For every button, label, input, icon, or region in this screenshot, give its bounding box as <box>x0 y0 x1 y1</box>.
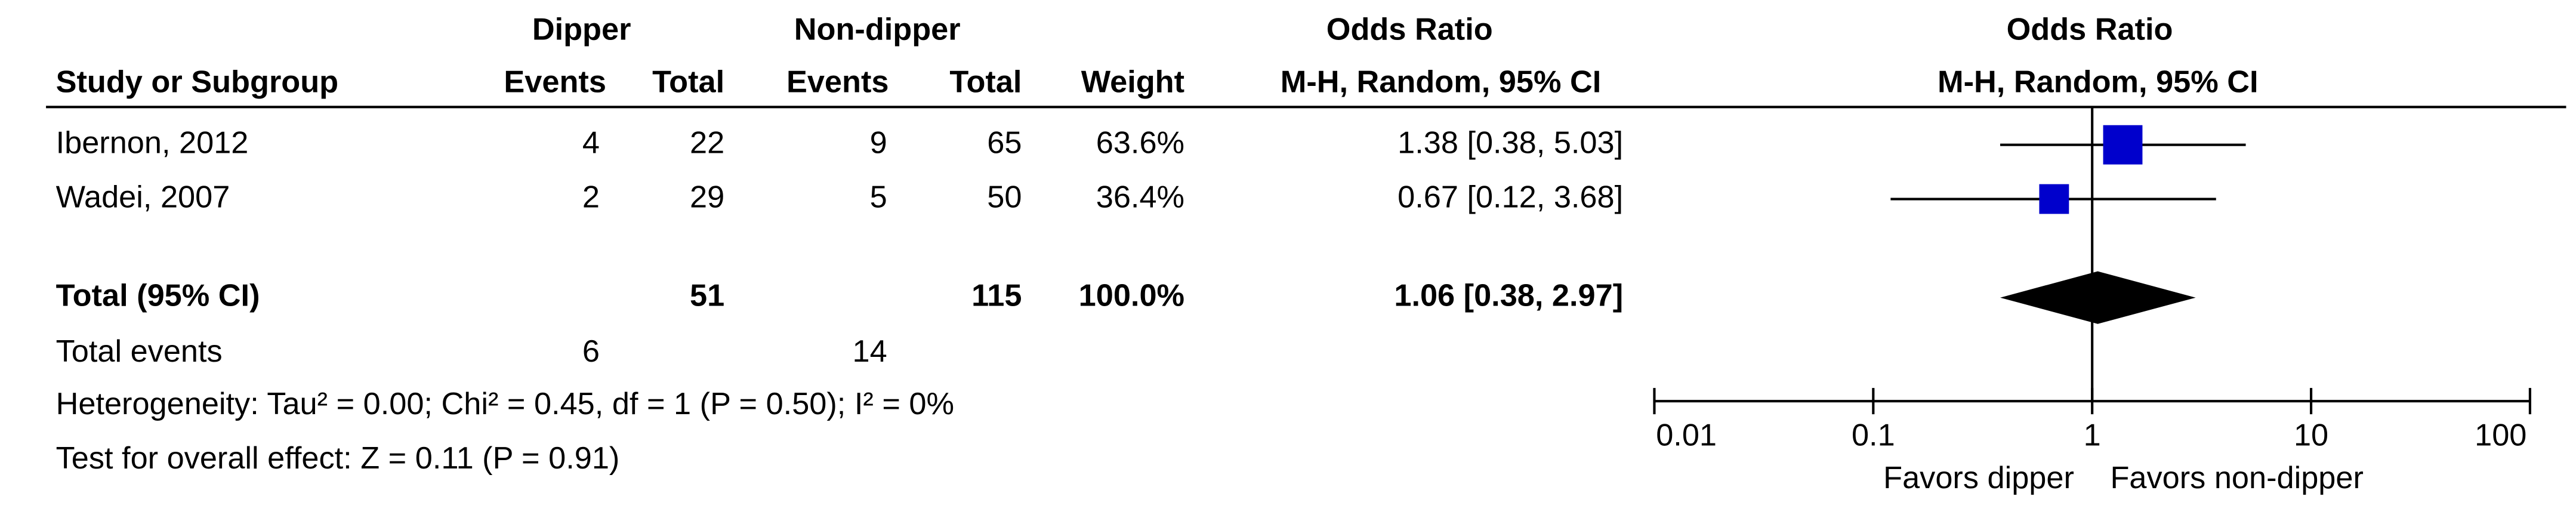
x-label-right: Favors non-dipper <box>2110 461 2363 495</box>
group-header: Dipper <box>532 12 631 47</box>
x-tick-label: 10 <box>2294 418 2328 453</box>
column-header: M-H, Random, 95% CI <box>1281 65 1602 100</box>
study-name: Ibernon, 2012 <box>56 125 249 160</box>
effect-square <box>2103 125 2143 165</box>
group-header: Odds Ratio <box>2007 12 2173 47</box>
cell: 65 <box>987 125 1022 160</box>
cell: 14 <box>853 334 887 369</box>
cell: 50 <box>987 180 1022 214</box>
heterogeneity: Heterogeneity: Tau² = 0.00; Chi² = 0.45,… <box>56 387 954 421</box>
cell: 6 <box>582 334 600 369</box>
cell: 63.6% <box>1096 125 1184 160</box>
group-header: Odds Ratio <box>1326 12 1493 47</box>
total-diamond <box>2000 271 2196 324</box>
cell: 1.38 [0.38, 5.03] <box>1397 125 1623 160</box>
x-tick-label: 0.1 <box>1852 418 1895 453</box>
total-cell: 100.0% <box>1079 279 1184 313</box>
overall-effect: Test for overall effect: Z = 0.11 (P = 0… <box>56 441 620 476</box>
column-header: Events <box>786 65 889 100</box>
total-events-name: Total events <box>56 334 223 369</box>
x-tick-label: 100 <box>2475 418 2526 453</box>
total-cell: 51 <box>690 279 724 313</box>
cell: 2 <box>582 180 600 214</box>
cell: 22 <box>690 125 724 160</box>
effect-square <box>2039 184 2069 214</box>
x-label-left: Favors dipper <box>1883 461 2074 495</box>
group-header: Non-dipper <box>794 12 961 47</box>
study-name: Wadei, 2007 <box>56 180 230 214</box>
x-tick-label: 0.01 <box>1656 418 1717 453</box>
cell: 5 <box>870 180 887 214</box>
column-header: M-H, Random, 95% CI <box>1938 65 2259 100</box>
total-cell: 1.06 [0.38, 2.97] <box>1394 279 1623 313</box>
cell: 4 <box>582 125 600 160</box>
column-header: Total <box>949 65 1022 100</box>
column-header: Weight <box>1081 65 1184 100</box>
total-cell: 115 <box>971 279 1022 313</box>
column-header: Events <box>504 65 606 100</box>
total-name: Total (95% CI) <box>56 279 260 313</box>
column-header: Study or Subgroup <box>56 65 339 100</box>
cell: 36.4% <box>1096 180 1184 214</box>
cell: 29 <box>690 180 724 214</box>
cell: 0.67 [0.12, 3.68] <box>1397 180 1623 214</box>
column-header: Total <box>652 65 724 100</box>
x-tick-label: 1 <box>2084 418 2101 453</box>
cell: 9 <box>870 125 887 160</box>
